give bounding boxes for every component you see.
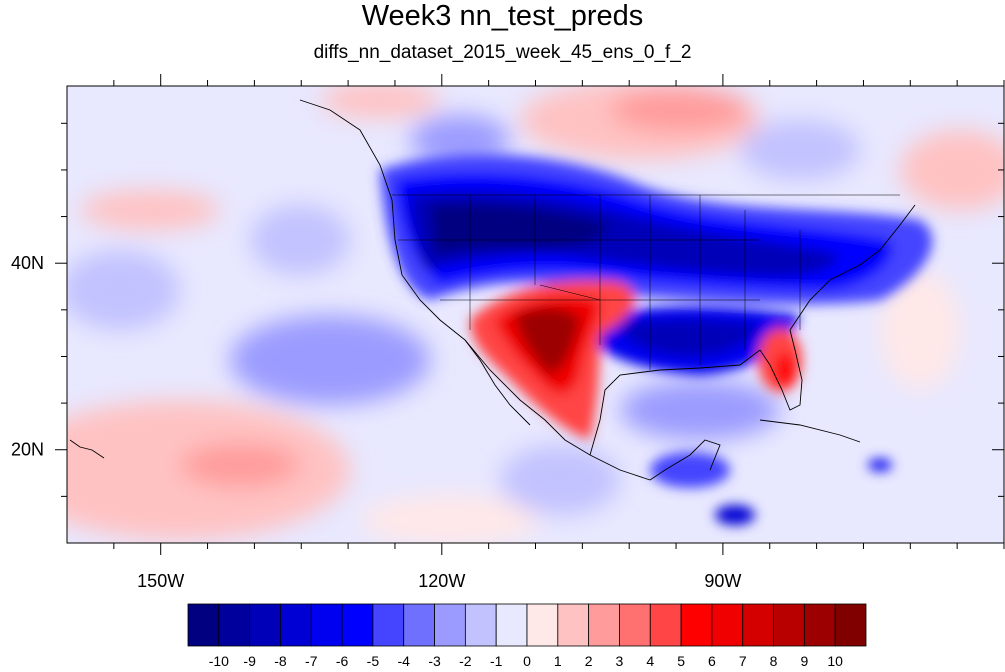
colorbar-swatch xyxy=(526,603,559,647)
colorbar-swatch xyxy=(310,603,343,647)
colorbar-swatch xyxy=(403,603,435,647)
colorbar-label: 2 xyxy=(585,653,593,669)
colorbar-swatch xyxy=(341,603,374,647)
colorbar-swatch xyxy=(218,603,251,647)
colorbar-label: -7 xyxy=(305,653,318,669)
axis-ticks xyxy=(55,74,1005,555)
colorbar-label: 9 xyxy=(800,653,808,669)
colorbar-label: 3 xyxy=(616,653,624,669)
colorbar-swatch xyxy=(834,603,867,647)
colorbar-label: 1 xyxy=(554,653,562,669)
plot-subtitle: diffs_nn_dataset_2015_week_45_ens_0_f_2 xyxy=(313,42,692,63)
colorbar-swatch xyxy=(557,603,590,647)
colorbar-swatch xyxy=(495,603,528,647)
plot-title: Week3 nn_test_preds xyxy=(361,0,644,32)
colorbar-swatch xyxy=(742,603,774,647)
us-state-boundaries xyxy=(392,194,900,370)
colorbar-label: 8 xyxy=(770,653,778,669)
anomaly-field xyxy=(67,86,1004,543)
colorbar-label: -4 xyxy=(398,653,411,669)
colorbar-swatch xyxy=(680,603,713,647)
coastlines xyxy=(69,99,916,481)
colorbar-swatch xyxy=(649,603,682,647)
colorbar-swatch xyxy=(773,603,805,647)
colorbar: -10 -9 -8 -7 -6 -5 -4 -3 -2 -1 0 1 2 3 4 5 6 7 8 9 10 xyxy=(187,603,867,669)
colorbar-label: -10 xyxy=(209,653,229,669)
colorbar-swatch xyxy=(187,603,220,647)
colorbar-swatch xyxy=(464,603,497,647)
colorbar-swatch xyxy=(249,603,281,647)
colorbar-label: -8 xyxy=(274,653,287,669)
colorbar-swatch xyxy=(434,603,466,647)
colorbar-label: 4 xyxy=(646,653,654,669)
lon-tick-label: 120W xyxy=(418,571,465,591)
colorbar-swatch xyxy=(588,603,620,647)
colorbar-label: 6 xyxy=(708,653,716,669)
colorbar-swatch xyxy=(372,603,405,647)
colorbar-swatch xyxy=(619,603,651,647)
lat-tick-label: 20N xyxy=(11,440,44,460)
colorbar-label: -9 xyxy=(243,653,256,669)
colorbar-label: 7 xyxy=(739,653,747,669)
colorbar-swatch xyxy=(711,603,744,647)
colorbar-label: -2 xyxy=(459,653,472,669)
colorbar-label: -1 xyxy=(490,653,503,669)
colorbar-label: 10 xyxy=(827,653,843,669)
colorbar-swatch xyxy=(280,603,312,647)
colorbar-label: -6 xyxy=(336,653,349,669)
colorbar-label: -5 xyxy=(367,653,380,669)
axis-tick-labels: 150W 120W 90W 40N 20N xyxy=(11,253,741,591)
lat-tick-label: 40N xyxy=(11,253,44,273)
colorbar-swatch xyxy=(803,603,836,647)
colorbar-label: 0 xyxy=(523,653,531,669)
colorbar-label: 5 xyxy=(677,653,685,669)
lon-tick-label: 150W xyxy=(137,571,184,591)
colorbar-label: -3 xyxy=(428,653,441,669)
lon-tick-label: 90W xyxy=(704,571,741,591)
